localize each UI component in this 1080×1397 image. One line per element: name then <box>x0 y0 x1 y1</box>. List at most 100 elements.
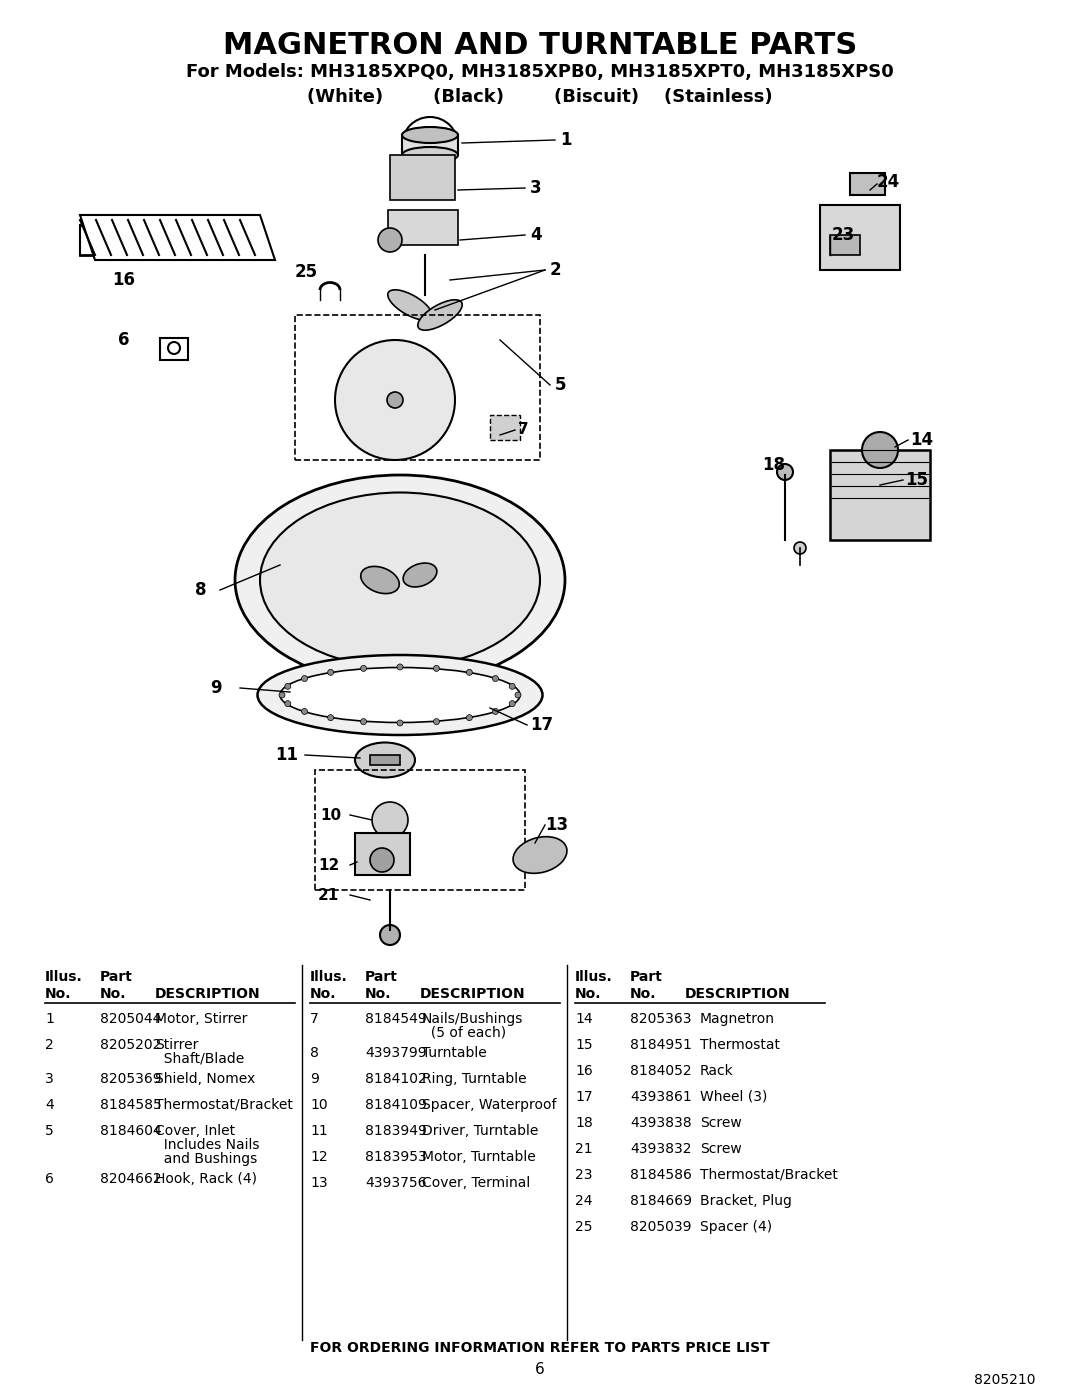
Circle shape <box>370 848 394 872</box>
Circle shape <box>433 665 440 672</box>
Circle shape <box>467 715 472 721</box>
Text: Part: Part <box>100 970 133 983</box>
Text: 21: 21 <box>575 1141 593 1155</box>
Text: 16: 16 <box>575 1065 593 1078</box>
Text: 8184604: 8184604 <box>100 1125 162 1139</box>
Text: Screw: Screw <box>700 1116 742 1130</box>
Text: Thermostat: Thermostat <box>700 1038 780 1052</box>
Text: 9: 9 <box>310 1071 319 1085</box>
Text: Thermostat/Bracket: Thermostat/Bracket <box>700 1168 838 1182</box>
Text: 8184052: 8184052 <box>630 1065 691 1078</box>
Text: Cover, Inlet: Cover, Inlet <box>156 1125 235 1139</box>
Bar <box>820 205 900 270</box>
Text: 7: 7 <box>518 422 528 437</box>
Polygon shape <box>80 215 275 260</box>
Text: Shield, Nomex: Shield, Nomex <box>156 1071 255 1085</box>
Text: Wheel (3): Wheel (3) <box>700 1090 768 1104</box>
Circle shape <box>397 719 403 726</box>
Text: 8183953: 8183953 <box>365 1150 427 1164</box>
Text: Cover, Terminal: Cover, Terminal <box>422 1176 530 1190</box>
Text: 7: 7 <box>310 1011 319 1025</box>
Circle shape <box>467 669 472 675</box>
Circle shape <box>397 664 403 671</box>
Text: 23: 23 <box>832 226 855 244</box>
Text: 8204662: 8204662 <box>100 1172 162 1186</box>
Circle shape <box>372 802 408 838</box>
Text: Illus.: Illus. <box>310 970 348 983</box>
Text: Driver, Turntable: Driver, Turntable <box>422 1125 538 1139</box>
Text: 11: 11 <box>275 746 298 764</box>
Circle shape <box>794 542 806 555</box>
Text: 8184102: 8184102 <box>365 1071 427 1085</box>
Ellipse shape <box>388 289 432 320</box>
Text: 13: 13 <box>545 816 568 834</box>
Circle shape <box>327 669 334 675</box>
Text: FOR ORDERING INFORMATION REFER TO PARTS PRICE LIST: FOR ORDERING INFORMATION REFER TO PARTS … <box>310 1341 770 1355</box>
Text: 14: 14 <box>575 1011 593 1025</box>
Text: 8205039: 8205039 <box>630 1220 691 1234</box>
Text: 16: 16 <box>112 271 135 289</box>
Text: Motor, Stirrer: Motor, Stirrer <box>156 1011 247 1025</box>
Text: 4393832: 4393832 <box>630 1141 691 1155</box>
Text: 18: 18 <box>575 1116 593 1130</box>
Text: Ring, Turntable: Ring, Turntable <box>422 1071 527 1085</box>
Text: 13: 13 <box>310 1176 327 1190</box>
Ellipse shape <box>280 668 519 722</box>
Text: Shaft/Blade: Shaft/Blade <box>156 1052 244 1066</box>
Text: 14: 14 <box>910 432 933 448</box>
Text: 17: 17 <box>530 717 553 733</box>
Text: For Models: MH3185XPQ0, MH3185XPB0, MH3185XPT0, MH3185XPS0: For Models: MH3185XPQ0, MH3185XPB0, MH31… <box>186 63 894 81</box>
Text: 3: 3 <box>45 1071 54 1085</box>
Text: Bracket, Plug: Bracket, Plug <box>700 1194 792 1208</box>
Text: Motor, Turntable: Motor, Turntable <box>422 1150 536 1164</box>
Text: 1: 1 <box>45 1011 54 1025</box>
Circle shape <box>862 432 897 468</box>
Text: 24: 24 <box>877 173 901 191</box>
Circle shape <box>777 464 793 481</box>
Circle shape <box>515 692 521 698</box>
Text: 8183949: 8183949 <box>365 1125 427 1139</box>
Text: 15: 15 <box>575 1038 593 1052</box>
Circle shape <box>301 708 308 714</box>
Text: Thermostat/Bracket: Thermostat/Bracket <box>156 1098 293 1112</box>
Bar <box>390 155 455 200</box>
Ellipse shape <box>355 742 415 778</box>
Text: 8205202: 8205202 <box>100 1038 161 1052</box>
Text: 8205210: 8205210 <box>974 1373 1036 1387</box>
Text: 25: 25 <box>575 1220 593 1234</box>
Text: 4: 4 <box>530 226 542 244</box>
Bar <box>355 833 410 875</box>
Text: Stirrer: Stirrer <box>156 1038 199 1052</box>
Text: 4393838: 4393838 <box>630 1116 691 1130</box>
Text: 5: 5 <box>45 1125 54 1139</box>
Text: 5: 5 <box>555 376 567 394</box>
Text: 17: 17 <box>575 1090 593 1104</box>
Text: 6: 6 <box>535 1362 545 1377</box>
Circle shape <box>380 925 400 944</box>
Text: 8205369: 8205369 <box>100 1071 162 1085</box>
Text: 8: 8 <box>195 581 206 599</box>
Text: DESCRIPTION: DESCRIPTION <box>685 988 791 1002</box>
Ellipse shape <box>235 475 565 685</box>
Circle shape <box>301 676 308 682</box>
Circle shape <box>387 393 403 408</box>
Bar <box>388 210 458 244</box>
Text: 2: 2 <box>45 1038 54 1052</box>
Text: 25: 25 <box>295 263 319 281</box>
Text: 23: 23 <box>575 1168 593 1182</box>
Text: DESCRIPTION: DESCRIPTION <box>420 988 526 1002</box>
Text: No.: No. <box>310 988 337 1002</box>
Bar <box>402 136 458 155</box>
Text: 12: 12 <box>310 1150 327 1164</box>
Text: Nails/Bushings: Nails/Bushings <box>422 1011 524 1025</box>
Bar <box>831 235 860 256</box>
Circle shape <box>279 692 285 698</box>
Text: 6: 6 <box>118 331 130 349</box>
Text: Part: Part <box>630 970 663 983</box>
Circle shape <box>361 718 366 725</box>
Text: No.: No. <box>630 988 657 1002</box>
Bar <box>490 415 519 440</box>
Text: Turntable: Turntable <box>422 1046 487 1060</box>
Text: and Bushings: and Bushings <box>156 1153 257 1166</box>
Text: 15: 15 <box>905 471 928 489</box>
